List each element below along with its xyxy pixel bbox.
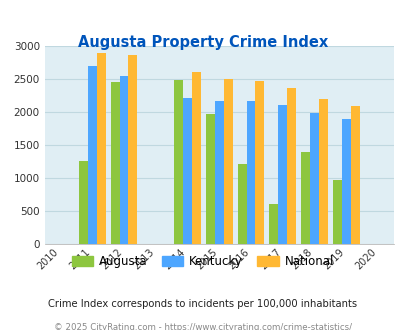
Bar [237, 164, 246, 244]
Bar [255, 81, 264, 244]
Bar [341, 119, 350, 244]
Bar [183, 98, 192, 244]
Bar [174, 80, 183, 244]
Text: Crime Index corresponds to incidents per 100,000 inhabitants: Crime Index corresponds to incidents per… [48, 299, 357, 309]
Bar [246, 101, 255, 244]
Bar [192, 72, 200, 244]
Bar [318, 99, 327, 244]
Text: Augusta Property Crime Index: Augusta Property Crime Index [78, 35, 327, 50]
Bar [223, 79, 232, 244]
Bar [332, 180, 341, 244]
Bar [128, 55, 137, 244]
Bar [286, 88, 295, 244]
Bar [309, 113, 318, 244]
Bar [205, 114, 214, 244]
Bar [87, 66, 96, 244]
Bar [301, 152, 309, 244]
Bar [119, 76, 128, 244]
Bar [214, 101, 223, 244]
Bar [277, 105, 286, 244]
Legend: Augusta, Kentucky, National: Augusta, Kentucky, National [67, 250, 338, 273]
Bar [350, 106, 359, 244]
Bar [111, 82, 119, 244]
Bar [96, 53, 105, 244]
Text: © 2025 CityRating.com - https://www.cityrating.com/crime-statistics/: © 2025 CityRating.com - https://www.city… [54, 323, 351, 330]
Bar [79, 161, 87, 244]
Bar [269, 204, 277, 244]
